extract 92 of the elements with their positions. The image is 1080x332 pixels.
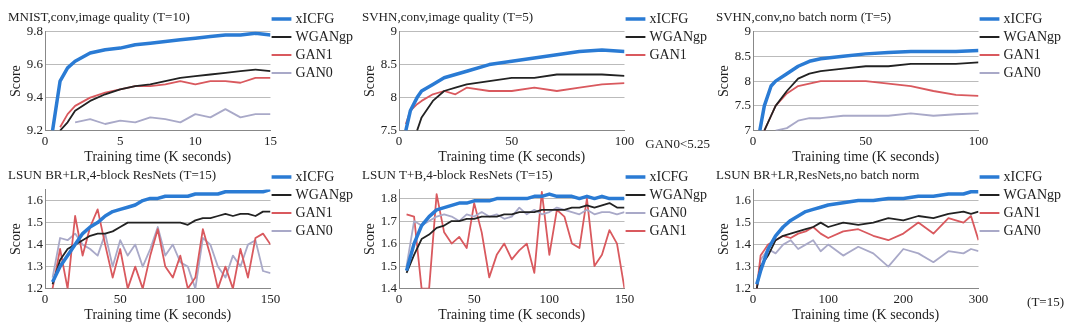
y-tick-label: 1.7: [380, 212, 398, 228]
text: GAN0<5.25: [645, 136, 710, 152]
x-tick-label: 150: [260, 290, 281, 306]
y-axis-title: Score: [362, 65, 378, 98]
legend-label: xICFG: [649, 10, 689, 26]
x-axis-title: Training time (K seconds): [792, 307, 940, 324]
x-axis-title: Training time (K seconds): [792, 149, 940, 166]
y-tick-label: 1.5: [380, 257, 398, 273]
y-tick-label: 9.6: [26, 56, 44, 72]
legend-label: xICFG: [649, 168, 689, 184]
y-tick-label: 1.2: [26, 280, 44, 296]
legend-label: GAN1: [295, 204, 333, 220]
x-tick-label: 0: [749, 132, 757, 148]
legend-label: GAN1: [1003, 46, 1041, 62]
y-tick-label: 1.4: [380, 280, 398, 296]
y-tick-label: 7.5: [734, 97, 752, 113]
chart-title: LSUN T+B,4-block ResNets (T=15): [362, 167, 553, 183]
y-tick-label: 1.6: [380, 235, 398, 251]
x-axis-title: Training time (K seconds): [438, 149, 586, 166]
chart-title: LSUN BR+LR,ResNets,no batch norm: [716, 167, 920, 183]
y-tick-label: 8: [744, 72, 752, 88]
y-tick-label: 8.5: [380, 56, 398, 72]
x-tick-label: 0: [749, 290, 757, 306]
y-tick-label: 9.8: [26, 23, 44, 39]
x-tick-label: 100: [614, 132, 635, 148]
x-tick-label: 0: [395, 290, 403, 306]
legend-label: xICFG: [295, 168, 335, 184]
y-axis-title: Score: [716, 65, 732, 98]
legend-label: WGANgp: [649, 28, 708, 44]
y-tick-label: 1.4: [734, 236, 752, 252]
legend-label: WGANgp: [295, 186, 354, 202]
legend-label: WGANgp: [1003, 28, 1062, 44]
x-tick-label: 15: [264, 132, 277, 148]
x-axis-title: Training time (K seconds): [438, 307, 586, 324]
chart-title: SVHN,conv,image quality (T=5): [362, 9, 534, 25]
legend-label: GAN0: [1003, 222, 1041, 238]
y-tick-label: 9.2: [26, 122, 44, 138]
y-tick-label: 1.8: [380, 190, 398, 206]
legend-label: GAN0: [649, 204, 687, 220]
x-axis-title: Training time (K seconds): [84, 307, 232, 324]
legend-label: GAN0: [1003, 64, 1041, 80]
x-tick-label: 50: [859, 132, 873, 148]
y-axis-title: Score: [362, 223, 378, 256]
legend-label: GAN1: [1003, 204, 1041, 220]
y-tick-label: 9: [390, 23, 398, 39]
x-tick-label: 100: [185, 290, 206, 306]
y-tick-label: 9: [744, 23, 752, 39]
y-axis-title: Score: [8, 65, 24, 98]
y-tick-label: 1.5: [26, 214, 44, 230]
legend-label: xICFG: [295, 10, 335, 26]
legend-label: GAN1: [649, 46, 687, 62]
legend-label: WGANgp: [1003, 186, 1062, 202]
x-tick-label: 200: [893, 290, 914, 306]
x-tick-label: 10: [188, 132, 202, 148]
x-axis-title: Training time (K seconds): [84, 149, 232, 166]
y-tick-label: 7.5: [380, 122, 398, 138]
chart-title: MNIST,conv,image quality (T=10): [8, 9, 190, 25]
y-axis-title: Score: [8, 223, 24, 256]
x-tick-label: 50: [467, 290, 481, 306]
y-tick-label: 8: [390, 89, 398, 105]
y-axis-title: Score: [716, 223, 732, 256]
y-tick-label: 8.5: [734, 47, 752, 63]
y-tick-label: 1.5: [734, 214, 752, 230]
y-tick-label: 1.3: [734, 258, 752, 274]
chart-title: LSUN BR+LR,4-block ResNets (T=15): [8, 167, 217, 183]
legend-label: WGANgp: [295, 28, 354, 44]
legend-label: xICFG: [1003, 168, 1043, 184]
x-tick-label: 0: [41, 290, 49, 306]
x-tick-label: 100: [818, 290, 838, 306]
y-tick-label: 9.4: [26, 89, 44, 105]
legend-label: GAN1: [649, 222, 687, 238]
x-tick-label: 50: [113, 290, 127, 306]
legend-label: xICFG: [1003, 10, 1043, 26]
legend-label: WGANgp: [649, 186, 708, 202]
y-tick-label: 1.6: [26, 192, 44, 208]
y-tick-label: 7: [744, 122, 752, 138]
y-tick-label: 1.2: [734, 280, 752, 296]
x-tick-label: 50: [505, 132, 519, 148]
x-tick-label: 5: [116, 132, 124, 148]
y-tick-label: 1.4: [26, 236, 44, 252]
x-tick-label: 100: [539, 290, 560, 306]
x-tick-label: 150: [614, 290, 635, 306]
x-tick-label: 300: [968, 290, 989, 306]
y-tick-label: 1.3: [26, 258, 44, 274]
x-tick-label: 100: [968, 132, 989, 148]
legend-label: GAN0: [295, 64, 333, 80]
legend-label: GAN1: [295, 46, 333, 62]
text: (T=15): [1027, 294, 1064, 310]
x-tick-label: 0: [41, 132, 49, 148]
legend-label: GAN0: [295, 222, 333, 238]
y-tick-label: 1.6: [734, 192, 752, 208]
chart-title: SVHN,conv,no batch norm (T=5): [716, 9, 892, 25]
